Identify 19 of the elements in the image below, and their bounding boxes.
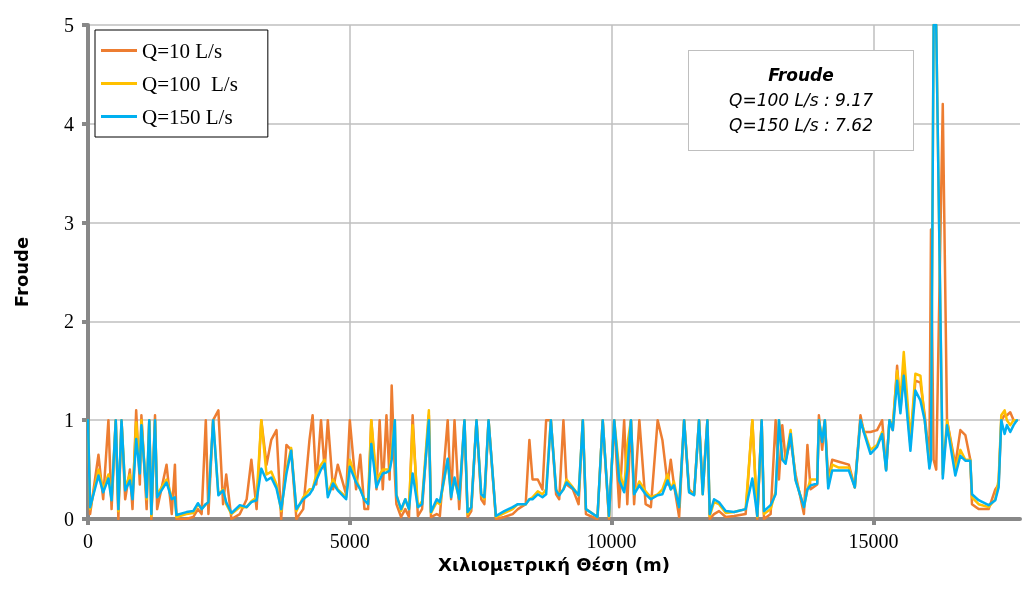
y-tick-label: 1 bbox=[64, 409, 74, 432]
annotation: Q=100 L/s : 9.17 bbox=[728, 89, 874, 112]
annotation: Q=150 L/s : 7.62 bbox=[728, 114, 874, 137]
text-box: Froude Q=100 L/s : 9.17 Q=150 L/s : 7.62 bbox=[688, 50, 914, 151]
x-axis-title: Χιλιομετρική Θέση (m) bbox=[438, 554, 670, 576]
legend-label: Q=150 L/s bbox=[142, 104, 233, 129]
legend-label: Q=10 L/s bbox=[142, 38, 223, 63]
y-tick-label: 3 bbox=[64, 211, 74, 234]
legend-label: Q=100 L/s bbox=[142, 71, 238, 96]
y-tick-label: 4 bbox=[64, 112, 74, 135]
y-axis-title: Froude bbox=[10, 236, 32, 308]
annotation: Froude bbox=[767, 64, 835, 87]
y-tick-label: 5 bbox=[64, 14, 74, 36]
x-tick-label: 15000 bbox=[848, 530, 899, 552]
y-tick-label: 0 bbox=[64, 508, 74, 530]
y-tick-label: 2 bbox=[64, 310, 74, 333]
x-tick-label: 0 bbox=[83, 530, 93, 552]
x-tick-label: 10000 bbox=[586, 530, 637, 552]
x-tick-label: 5000 bbox=[329, 530, 370, 552]
